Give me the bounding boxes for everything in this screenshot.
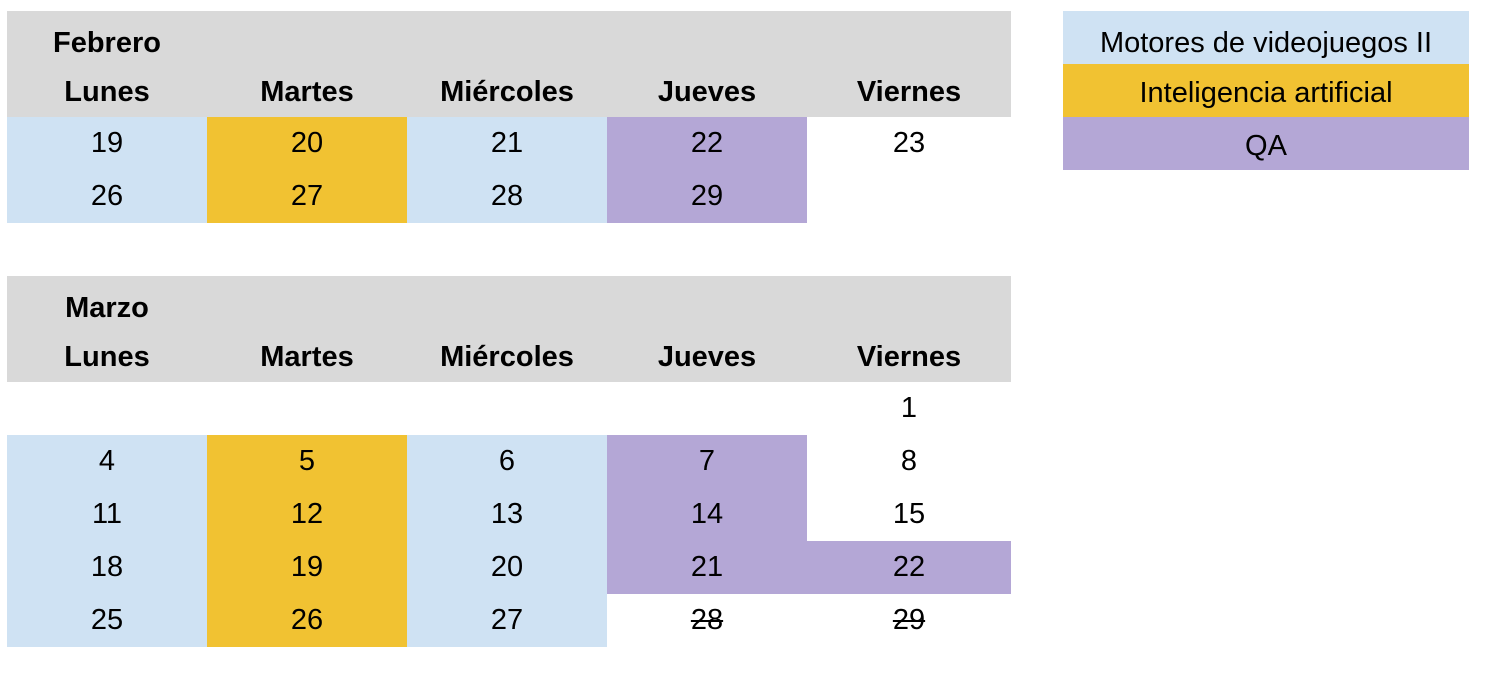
week-row: 18 19 20 21 22: [7, 541, 1011, 594]
day-cell: 6: [407, 435, 607, 488]
day-cell: 21: [407, 117, 607, 170]
day-number: 27: [290, 180, 324, 212]
legend-motores: Motores de videojuegos II: [1063, 11, 1469, 64]
month-header: Marzo: [7, 276, 1011, 329]
day-cell: 8: [807, 435, 1011, 488]
day-number: 25: [90, 604, 124, 636]
day-cell: 12: [207, 488, 407, 541]
month-title: Febrero: [53, 27, 161, 59]
weekday-tuesday: Martes: [260, 341, 354, 373]
weekday-wednesday: Miércoles: [440, 341, 574, 373]
day-cell: 29: [807, 594, 1011, 647]
day-number: 28: [690, 604, 724, 636]
day-number: 12: [290, 498, 324, 530]
day-number: 21: [490, 127, 524, 159]
day-cell: 21: [607, 541, 807, 594]
subject-legend: Motores de videojuegos II Inteligencia a…: [1063, 11, 1469, 170]
day-cell: 15: [807, 488, 1011, 541]
day-cell: [407, 382, 607, 435]
weekday-thursday: Jueves: [657, 341, 757, 373]
weekday-friday: Viernes: [856, 341, 962, 373]
day-number: 20: [490, 551, 524, 583]
day-cell: 29: [607, 170, 807, 223]
week-row: 26 27 28 29: [7, 170, 1011, 223]
day-number: 4: [98, 445, 116, 477]
day-cell: 14: [607, 488, 807, 541]
week-row: 19 20 21 22 23: [7, 117, 1011, 170]
day-number: 7: [698, 445, 716, 477]
day-cell: [607, 382, 807, 435]
day-cell: 5: [207, 435, 407, 488]
day-cell: 20: [407, 541, 607, 594]
day-number: 18: [90, 551, 124, 583]
weekday-monday: Lunes: [64, 341, 150, 373]
weekday-wednesday: Miércoles: [440, 76, 574, 108]
day-number: 29: [690, 180, 724, 212]
day-cell: [7, 382, 207, 435]
day-cell: 28: [607, 594, 807, 647]
day-cell: 27: [207, 170, 407, 223]
weekday-monday: Lunes: [64, 76, 150, 108]
day-cell: 25: [7, 594, 207, 647]
day-cell: 1: [807, 382, 1011, 435]
day-number: 15: [892, 498, 926, 530]
day-cell: 26: [7, 170, 207, 223]
day-number: 19: [90, 127, 124, 159]
day-number: 22: [892, 551, 926, 583]
week-row: 25 26 27 28 29: [7, 594, 1011, 647]
day-number: 5: [298, 445, 316, 477]
day-cell: 11: [7, 488, 207, 541]
day-cell: [807, 170, 1011, 223]
day-cell: 27: [407, 594, 607, 647]
day-cell: 13: [407, 488, 607, 541]
day-number: 1: [900, 392, 918, 424]
day-cell: 4: [7, 435, 207, 488]
day-number: 21: [690, 551, 724, 583]
day-cell: 28: [407, 170, 607, 223]
day-cell: [207, 382, 407, 435]
day-cell: 23: [807, 117, 1011, 170]
weekday-tuesday: Martes: [260, 76, 354, 108]
day-cell: 20: [207, 117, 407, 170]
weekday-thursday: Jueves: [657, 76, 757, 108]
weekday-header-row: Lunes Martes Miércoles Jueves Viernes: [7, 64, 1011, 117]
week-row: 11 12 13 14 15: [7, 488, 1011, 541]
day-cell: 22: [607, 117, 807, 170]
calendar-february: Febrero Lunes Martes Miércoles Jueves Vi…: [7, 11, 1011, 223]
month-header: Febrero: [7, 11, 1011, 64]
day-number: 28: [490, 180, 524, 212]
weekday-header-row: Lunes Martes Miércoles Jueves Viernes: [7, 329, 1011, 382]
legend-qa: QA: [1063, 117, 1469, 170]
day-number: 13: [490, 498, 524, 530]
day-number: 11: [91, 498, 123, 530]
day-number: 22: [690, 127, 724, 159]
day-number: 20: [290, 127, 324, 159]
day-cell: 22: [807, 541, 1011, 594]
legend-inteligencia-artificial: Inteligencia artificial: [1063, 64, 1469, 117]
day-number: 29: [892, 604, 926, 636]
day-cell: 26: [207, 594, 407, 647]
day-number: 6: [498, 445, 516, 477]
day-cell: 19: [7, 117, 207, 170]
day-cell: 7: [607, 435, 807, 488]
day-cell: 18: [7, 541, 207, 594]
day-number: 14: [690, 498, 724, 530]
day-number: 23: [892, 127, 926, 159]
day-number: 19: [290, 551, 324, 583]
day-number: 8: [900, 445, 918, 477]
day-number: 27: [490, 604, 524, 636]
day-number: 26: [290, 604, 324, 636]
calendar-march: Marzo Lunes Martes Miércoles Jueves Vier…: [7, 276, 1011, 647]
weekday-friday: Viernes: [856, 76, 962, 108]
week-row: 1: [7, 382, 1011, 435]
day-number: 26: [90, 180, 124, 212]
week-row: 4 5 6 7 8: [7, 435, 1011, 488]
month-title: Marzo: [65, 292, 149, 324]
day-cell: 19: [207, 541, 407, 594]
